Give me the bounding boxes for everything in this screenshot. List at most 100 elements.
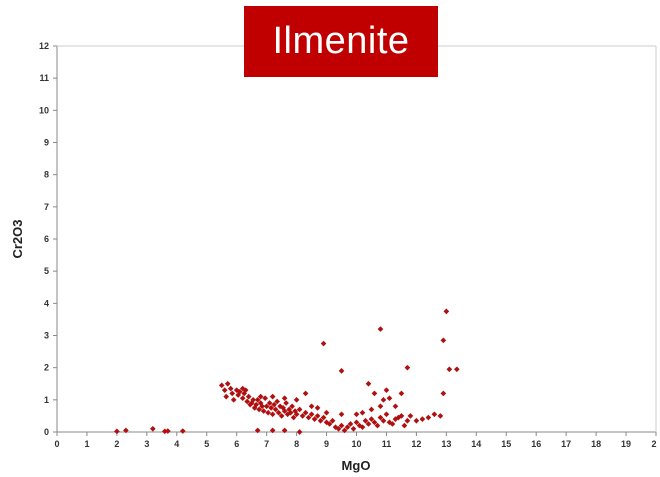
data-point	[401, 422, 408, 429]
data-point	[398, 390, 405, 397]
x-tick-label: 8	[294, 439, 299, 449]
data-point	[296, 429, 303, 435]
data-point	[114, 428, 120, 435]
data-point	[380, 417, 387, 424]
data-point	[454, 366, 460, 373]
x-tick-label: 16	[531, 439, 541, 449]
data-point	[257, 393, 264, 400]
data-point	[374, 422, 381, 429]
y-tick-label: 6	[44, 234, 49, 244]
data-point	[164, 428, 171, 434]
data-point	[335, 425, 342, 432]
data-point	[365, 380, 372, 387]
data-point	[275, 409, 282, 416]
data-point	[123, 427, 129, 434]
data-point	[308, 411, 315, 418]
x-tick-label: 3	[144, 439, 149, 449]
data-point	[293, 397, 300, 403]
data-point	[413, 417, 420, 424]
data-point	[383, 387, 390, 394]
data-point	[287, 409, 294, 416]
data-point	[230, 397, 237, 403]
x-tick-label: 15	[501, 439, 511, 449]
data-point	[281, 408, 288, 414]
data-point	[440, 390, 447, 397]
x-tick-label: 13	[441, 439, 451, 449]
y-tick-label: 3	[44, 331, 49, 341]
data-point	[256, 406, 262, 413]
data-point	[302, 390, 309, 397]
data-points	[114, 308, 460, 435]
data-point	[359, 409, 366, 416]
y-tick-label: 5	[44, 266, 49, 276]
data-point	[404, 364, 411, 371]
chart-title: Ilmenite	[244, 6, 438, 77]
data-point	[443, 308, 450, 315]
data-point	[308, 403, 315, 410]
data-point	[311, 416, 318, 422]
y-tick-label: 2	[44, 363, 49, 373]
data-point	[371, 419, 378, 426]
data-point	[296, 406, 303, 413]
data-point	[353, 411, 360, 418]
data-point	[314, 405, 321, 411]
x-tick-label: 18	[591, 439, 601, 449]
data-point	[250, 397, 257, 403]
data-point	[371, 390, 378, 397]
data-point	[289, 403, 295, 410]
x-tick-label: 17	[561, 439, 571, 449]
data-point	[293, 411, 300, 418]
data-point	[278, 413, 285, 419]
data-point	[179, 428, 186, 434]
data-point	[244, 398, 251, 405]
data-point	[383, 411, 390, 418]
data-point	[283, 400, 289, 406]
y-tick-label: 1	[44, 395, 49, 405]
data-point	[236, 388, 243, 395]
data-point	[229, 390, 236, 397]
data-point	[265, 409, 271, 416]
y-tick-label: 4	[44, 298, 49, 308]
data-point	[290, 414, 297, 421]
data-point	[353, 419, 360, 426]
data-point	[150, 425, 156, 432]
data-point	[398, 413, 405, 419]
y-axis-label: Cr2O3	[10, 219, 25, 258]
data-point	[218, 382, 225, 389]
data-point	[254, 397, 261, 403]
data-point	[272, 406, 279, 413]
y-tick-label: 12	[39, 41, 49, 51]
y-tick-label: 10	[39, 105, 49, 115]
data-point	[281, 395, 288, 402]
data-point	[377, 414, 384, 421]
x-axis-label: MgO	[342, 458, 371, 473]
data-point	[407, 413, 414, 419]
data-point	[389, 421, 396, 427]
x-tick-label: 4	[174, 439, 179, 449]
x-axis-ticks: 0 1 2 3 4 5 6 7 8 9 10 11 12 13 14 15 16 17 18 19 2	[54, 432, 657, 449]
x-tick-label: 7	[264, 439, 269, 449]
data-point	[350, 425, 357, 432]
data-point	[302, 409, 309, 416]
x-tick-label: 14	[471, 439, 481, 449]
data-point	[224, 380, 231, 387]
data-point	[347, 421, 354, 427]
data-point	[262, 395, 268, 402]
data-point	[368, 406, 375, 413]
data-point	[227, 385, 234, 392]
data-point	[341, 427, 348, 434]
data-point	[362, 417, 369, 424]
data-point	[268, 405, 274, 411]
data-point	[269, 393, 276, 400]
data-point	[260, 408, 267, 414]
data-point	[377, 403, 384, 410]
data-point	[368, 416, 375, 422]
data-point	[317, 417, 324, 424]
data-point	[344, 424, 351, 431]
data-point	[425, 414, 432, 421]
data-point	[320, 340, 327, 347]
data-point	[271, 401, 277, 408]
x-tick-label: 9	[324, 439, 329, 449]
